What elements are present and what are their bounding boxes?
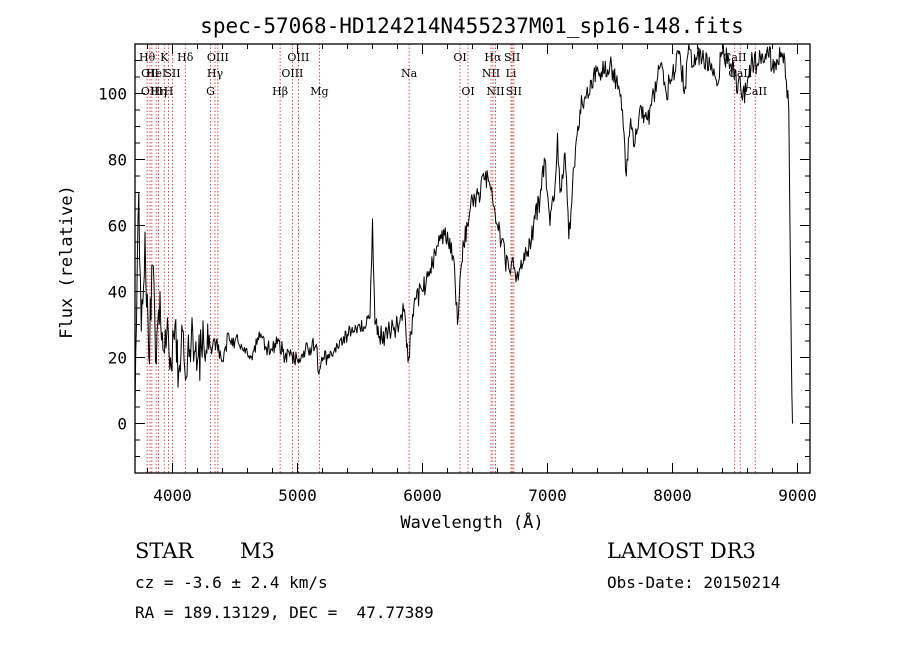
marker-label: HeI — [146, 67, 166, 80]
marker-label: Hθ — [139, 51, 156, 64]
marker-label: G — [206, 85, 215, 98]
spectrum-series — [134, 43, 793, 424]
x-tick-label: 5000 — [278, 486, 317, 505]
y-tick-label: 0 — [117, 415, 127, 434]
marker-label: OII — [141, 67, 159, 80]
y-tick-label: 20 — [108, 349, 127, 368]
marker-label: NII — [486, 85, 504, 98]
x-tick-label: 8000 — [653, 486, 692, 505]
sky-coordinates: RA = 189.13129, DEC = 47.77389 — [135, 603, 434, 622]
chart-title: spec-57068-HD124214N455237M01_sp16-148.f… — [200, 14, 744, 38]
marker-label: H — [164, 85, 174, 98]
y-tick-label: 80 — [108, 151, 127, 170]
observation-date: Obs-Date: 20150214 — [607, 573, 781, 592]
spectrum-line — [134, 43, 793, 424]
marker-label: Na — [401, 67, 418, 80]
line-markers: Hθ OII OIII HeI Hη K H SII Hδ G Hγ OIII Hβ OIII OIII Mg… — [139, 44, 767, 473]
object-class: STAR — [135, 539, 194, 563]
marker-label: OIII — [281, 67, 303, 80]
redshift-velocity: cz = -3.6 ± 2.4 km/s — [135, 573, 328, 592]
marker-label: Hγ — [207, 67, 224, 80]
marker-label: SII — [506, 85, 522, 98]
x-tick-label: 6000 — [403, 486, 442, 505]
y-tick-label: 40 — [108, 283, 127, 302]
marker-label: OIII — [287, 51, 309, 64]
marker-label: Hβ — [272, 85, 288, 98]
marker-label: OIII — [207, 51, 229, 64]
marker-label: Mg — [310, 85, 328, 98]
x-tick-label: 7000 — [528, 486, 567, 505]
x-tick-label: 9000 — [778, 486, 817, 505]
marker-label: Li — [506, 67, 517, 80]
marker-label: OIII — [141, 85, 163, 98]
marker-label: K — [160, 51, 169, 64]
object-subclass: M3 — [240, 539, 275, 563]
plot-frame — [134, 43, 811, 474]
marker-label: SII — [164, 67, 180, 80]
survey-release: LAMOST DR3 — [607, 539, 756, 563]
marker-label: Hα — [484, 51, 502, 64]
marker-label: Hδ — [177, 51, 194, 64]
y-axis-label: Flux (relative) — [57, 185, 77, 339]
x-tick-label: 4000 — [153, 486, 192, 505]
axis-ticks: 4000 5000 6000 7000 8000 9000 0 20 40 60 80 100 — [98, 44, 817, 505]
marker-label: OI — [453, 51, 466, 64]
marker-label: OI — [461, 85, 474, 98]
x-axis-label: Wavelength (Å) — [400, 511, 543, 533]
y-tick-label: 100 — [98, 85, 127, 104]
marker-label: CaII — [743, 85, 767, 98]
y-tick-label: 60 — [108, 217, 127, 236]
marker-label: SII — [504, 51, 520, 64]
marker-label: NII — [482, 67, 500, 80]
marker-label: Hη — [151, 85, 167, 98]
